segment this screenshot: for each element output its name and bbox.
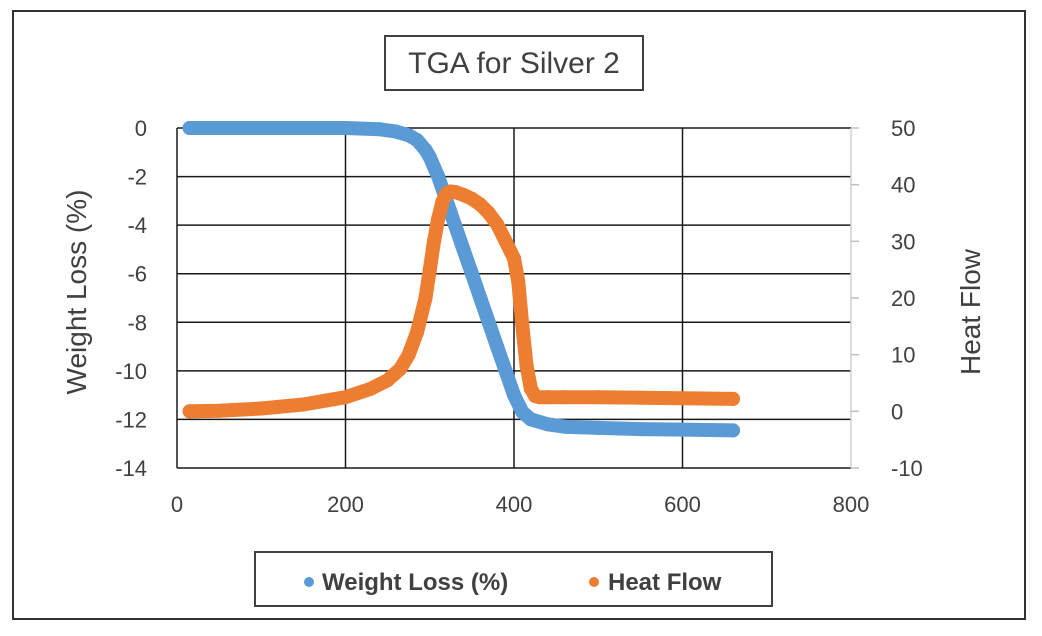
data-point-0 bbox=[456, 242, 471, 257]
x-tick-label: 600 bbox=[664, 492, 701, 517]
chart-title: TGA for Silver 2 bbox=[408, 47, 620, 80]
data-point-1 bbox=[490, 217, 505, 232]
data-point-0 bbox=[389, 124, 404, 139]
data-point-0 bbox=[372, 122, 387, 137]
data-point-0 bbox=[182, 121, 197, 135]
data-point-0 bbox=[338, 121, 353, 135]
data-point-0 bbox=[633, 422, 648, 437]
y2-tick-label: 20 bbox=[891, 286, 915, 311]
data-point-0 bbox=[473, 291, 488, 305]
legend-marker-heat-flow bbox=[589, 577, 599, 587]
data-point-0 bbox=[490, 339, 505, 354]
legend-marker-weight-loss bbox=[304, 577, 314, 587]
data-point-1 bbox=[338, 390, 353, 405]
title-box bbox=[384, 35, 644, 91]
y-tick-label: -14 bbox=[115, 456, 147, 481]
y-tick-label: 0 bbox=[135, 116, 147, 141]
y-tick-label: -10 bbox=[115, 359, 147, 384]
x-tick-label: 800 bbox=[833, 492, 870, 517]
data-point-1 bbox=[410, 325, 425, 339]
x-tick-label: 400 bbox=[496, 492, 533, 517]
data-point-1 bbox=[726, 391, 740, 406]
data-point-0 bbox=[254, 121, 269, 135]
y2-tick-label: 40 bbox=[891, 173, 915, 198]
y2-tick-label: 50 bbox=[891, 116, 915, 141]
data-point-0 bbox=[523, 412, 538, 427]
data-point-1 bbox=[557, 390, 572, 405]
data-point-0 bbox=[212, 121, 227, 135]
data-point-1 bbox=[431, 211, 446, 226]
legend-box bbox=[254, 551, 773, 607]
y2-tick-label: 0 bbox=[891, 399, 903, 424]
data-point-0 bbox=[422, 150, 437, 165]
data-point-1 bbox=[591, 390, 606, 405]
data-point-0 bbox=[591, 420, 606, 435]
data-point-1 bbox=[507, 251, 521, 266]
tick-layer: 0 -2 -4 -6 -8 -10 -12 -14 0 200 400 600 800 50 40 30 20 1… bbox=[115, 116, 923, 517]
legend-label-weight-loss: Weight Loss (%) bbox=[322, 569, 508, 596]
data-point-1 bbox=[380, 373, 395, 388]
data-point-1 bbox=[401, 347, 416, 362]
data-point-0 bbox=[498, 363, 513, 378]
y2-tick-label: 10 bbox=[891, 343, 915, 368]
y-axis-title: Weight Loss (%) bbox=[61, 190, 92, 395]
data-point-0 bbox=[296, 121, 311, 135]
y-tick-label: -6 bbox=[127, 262, 147, 287]
y2-tick-label: -10 bbox=[891, 456, 923, 481]
data-point-1 bbox=[182, 404, 197, 419]
data-point-0 bbox=[410, 133, 425, 148]
data-point-1 bbox=[427, 234, 441, 249]
data-point-1 bbox=[519, 359, 534, 373]
chart-svg: 0 -2 -4 -6 -8 -10 -12 -14 0 200 400 600 800 50 40 30 20 1… bbox=[61, 35, 986, 607]
data-point-1 bbox=[418, 291, 433, 305]
data-point-1 bbox=[515, 319, 530, 334]
data-point-1 bbox=[212, 403, 227, 418]
data-point-1 bbox=[675, 391, 690, 406]
data-point-0 bbox=[726, 423, 740, 438]
y-tick-label: -4 bbox=[127, 213, 147, 238]
data-point-1 bbox=[498, 234, 513, 249]
data-point-0 bbox=[464, 266, 479, 281]
legend-label-heat-flow: Heat Flow bbox=[608, 569, 722, 596]
x-tick-label: 0 bbox=[171, 492, 183, 517]
chart-frame: 0 -2 -4 -6 -8 -10 -12 -14 0 200 400 600 800 50 40 30 20 1… bbox=[12, 10, 1026, 620]
data-point-0 bbox=[481, 315, 496, 330]
y-tick-label: -12 bbox=[115, 407, 147, 432]
data-point-1 bbox=[296, 397, 311, 412]
series-line-0 bbox=[182, 121, 740, 438]
data-point-1 bbox=[473, 197, 488, 212]
series-layer bbox=[182, 121, 740, 438]
data-point-1 bbox=[511, 274, 526, 288]
data-point-1 bbox=[481, 206, 496, 220]
data-point-0 bbox=[431, 169, 446, 184]
data-point-1 bbox=[540, 390, 555, 405]
data-point-0 bbox=[557, 419, 572, 434]
data-point-1 bbox=[422, 262, 437, 277]
data-point-1 bbox=[254, 401, 269, 416]
data-point-0 bbox=[675, 422, 690, 437]
data-point-1 bbox=[393, 361, 408, 376]
x-tick-label: 200 bbox=[327, 492, 364, 517]
data-point-1 bbox=[633, 390, 648, 405]
data-point-0 bbox=[507, 388, 521, 403]
data-point-1 bbox=[363, 381, 378, 396]
data-point-0 bbox=[448, 218, 462, 233]
y-tick-label: -8 bbox=[127, 310, 147, 335]
data-point-0 bbox=[540, 417, 555, 432]
y2-tick-label: 30 bbox=[891, 229, 915, 254]
y-tick-label: -2 bbox=[127, 165, 147, 190]
y2-axis-title: Heat Flow bbox=[955, 248, 986, 375]
